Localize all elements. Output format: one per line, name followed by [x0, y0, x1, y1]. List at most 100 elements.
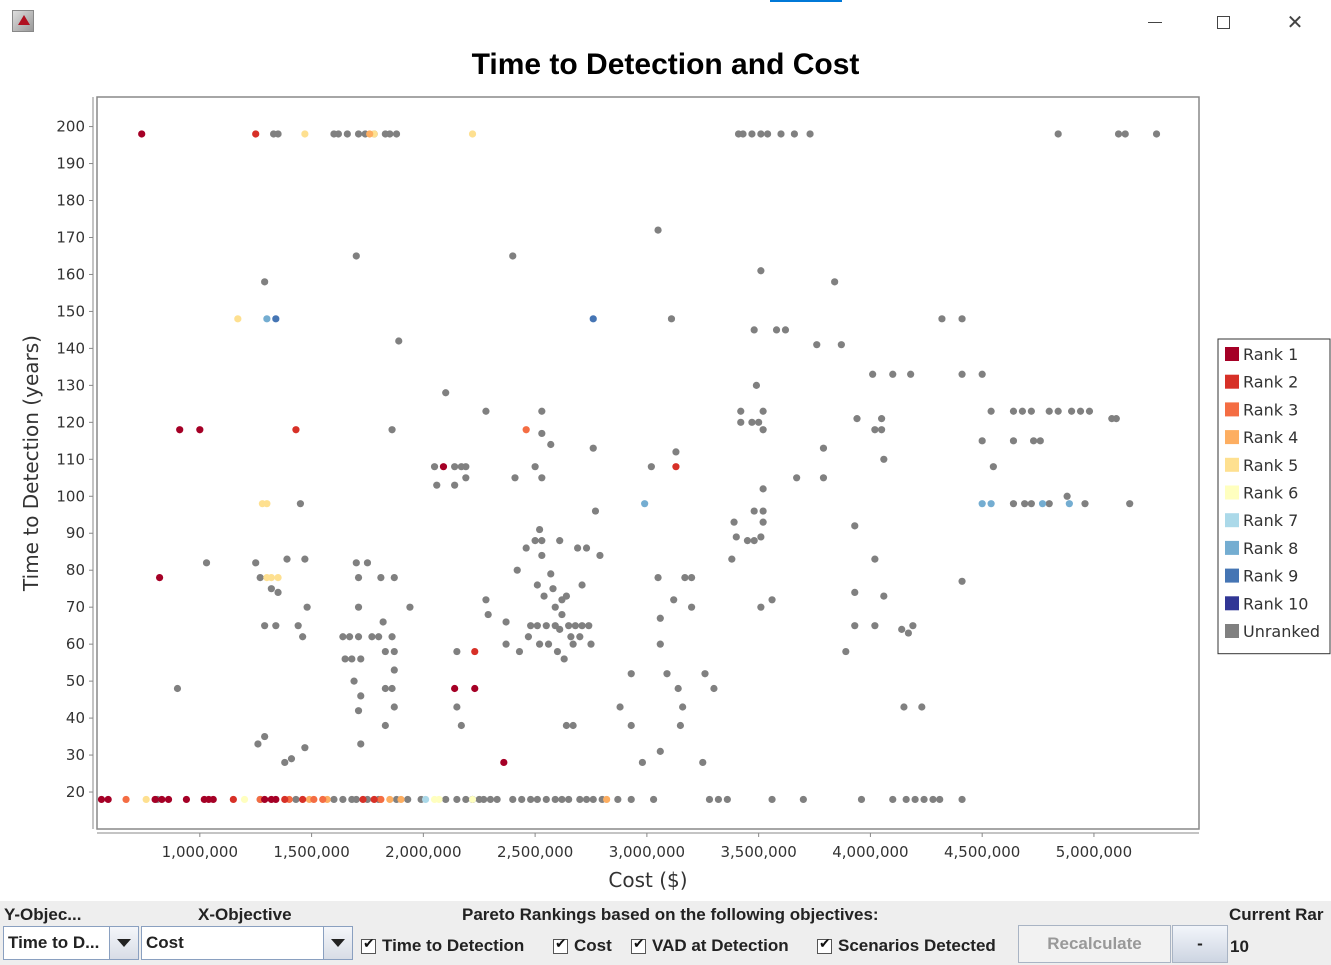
- checkbox-vad-at-detection[interactable]: VAD at Detection: [631, 936, 789, 956]
- data-point: [806, 130, 814, 138]
- data-point: [851, 522, 859, 530]
- data-point: [958, 577, 966, 585]
- y-objective-value: Time to D...: [8, 933, 100, 952]
- data-point: [392, 130, 401, 138]
- checkbox-icon[interactable]: [817, 936, 832, 954]
- current-rank-label: Current Rar: [1229, 905, 1324, 924]
- checkbox-time-to-detection[interactable]: Time to Detection: [361, 936, 524, 956]
- data-point: [551, 795, 559, 804]
- data-point: [350, 677, 358, 685]
- data-point: [527, 795, 535, 804]
- data-point: [576, 795, 584, 804]
- y-tick-label: 170: [56, 228, 85, 246]
- pareto-label: Pareto Rankings based on the following o…: [462, 905, 879, 924]
- data-point: [281, 795, 289, 804]
- data-point: [261, 795, 269, 804]
- y-tick-label: 50: [66, 672, 85, 690]
- chevron-down-icon[interactable]: [323, 927, 352, 959]
- data-point: [851, 622, 859, 630]
- data-point: [978, 370, 986, 378]
- data-point: [752, 381, 761, 389]
- maximize-button[interactable]: [1200, 6, 1246, 38]
- data-point: [151, 795, 159, 804]
- checkbox-cost[interactable]: Cost: [553, 936, 612, 956]
- y-tick-label: 40: [66, 709, 85, 727]
- data-point: [390, 574, 398, 582]
- data-point: [538, 429, 546, 438]
- data-point: [370, 795, 378, 804]
- data-point: [234, 315, 242, 323]
- data-point: [667, 315, 676, 323]
- data-point: [560, 655, 568, 663]
- data-point: [261, 622, 269, 630]
- data-point: [578, 581, 586, 589]
- data-point: [748, 418, 756, 426]
- data-point: [576, 633, 584, 641]
- data-point: [853, 415, 861, 423]
- decrement-rank-button[interactable]: -: [1172, 925, 1228, 963]
- data-point: [1114, 130, 1123, 138]
- data-point: [538, 474, 546, 482]
- minimize-button[interactable]: [1132, 6, 1178, 38]
- checkbox-icon[interactable]: [631, 936, 646, 954]
- y-objective-select[interactable]: Time to D...: [3, 926, 139, 960]
- data-point: [482, 596, 490, 604]
- x-objective-select[interactable]: Cost: [141, 926, 353, 960]
- data-point: [558, 795, 566, 804]
- data-point: [759, 507, 767, 515]
- data-point: [390, 647, 398, 656]
- data-point: [354, 633, 363, 641]
- data-point: [641, 500, 649, 508]
- data-point: [790, 130, 799, 138]
- data-point: [627, 721, 635, 730]
- legend-label: Rank 10: [1243, 594, 1308, 613]
- recalculate-button[interactable]: Recalculate: [1018, 925, 1171, 963]
- data-point: [388, 684, 396, 693]
- chevron-down-icon[interactable]: [109, 927, 138, 959]
- legend-label: Rank 9: [1243, 567, 1298, 586]
- close-button[interactable]: ✕: [1272, 6, 1318, 38]
- data-point: [281, 758, 289, 767]
- data-point: [898, 625, 906, 633]
- data-point: [687, 574, 696, 582]
- data-point: [390, 703, 398, 711]
- legend-swatch: [1225, 347, 1239, 361]
- data-point: [263, 500, 271, 508]
- data-point: [681, 574, 689, 582]
- data-point: [819, 444, 828, 452]
- legend-label: Rank 7: [1243, 511, 1298, 530]
- checkbox-icon[interactable]: [553, 936, 568, 954]
- data-point: [909, 622, 917, 630]
- checkbox-icon[interactable]: [361, 936, 376, 954]
- data-point: [1067, 407, 1076, 415]
- data-point: [1054, 407, 1062, 415]
- data-point: [851, 588, 859, 596]
- data-point: [1036, 437, 1044, 445]
- data-point: [569, 640, 577, 648]
- data-point: [714, 795, 723, 804]
- data-point: [377, 795, 385, 804]
- data-point: [435, 795, 443, 804]
- y-tick-label: 70: [66, 598, 85, 616]
- data-point: [743, 537, 752, 545]
- data-point: [531, 537, 539, 545]
- data-point: [573, 544, 582, 552]
- data-point: [889, 795, 897, 804]
- checkbox-scenarios-detected[interactable]: Scenarios Detected: [817, 936, 996, 956]
- data-point: [524, 633, 533, 641]
- data-point: [837, 341, 845, 349]
- data-point: [354, 130, 363, 138]
- data-point: [379, 618, 387, 626]
- data-point: [471, 684, 479, 693]
- data-point: [1054, 130, 1062, 138]
- minimize-icon: [1148, 21, 1162, 23]
- data-point: [1065, 500, 1073, 508]
- data-point: [978, 437, 986, 445]
- data-point: [654, 574, 662, 582]
- data-point: [339, 633, 347, 641]
- data-point: [341, 655, 349, 663]
- data-point: [535, 525, 544, 534]
- y-tick-label: 200: [56, 118, 85, 136]
- app-icon[interactable]: [12, 10, 34, 32]
- data-point: [267, 574, 275, 582]
